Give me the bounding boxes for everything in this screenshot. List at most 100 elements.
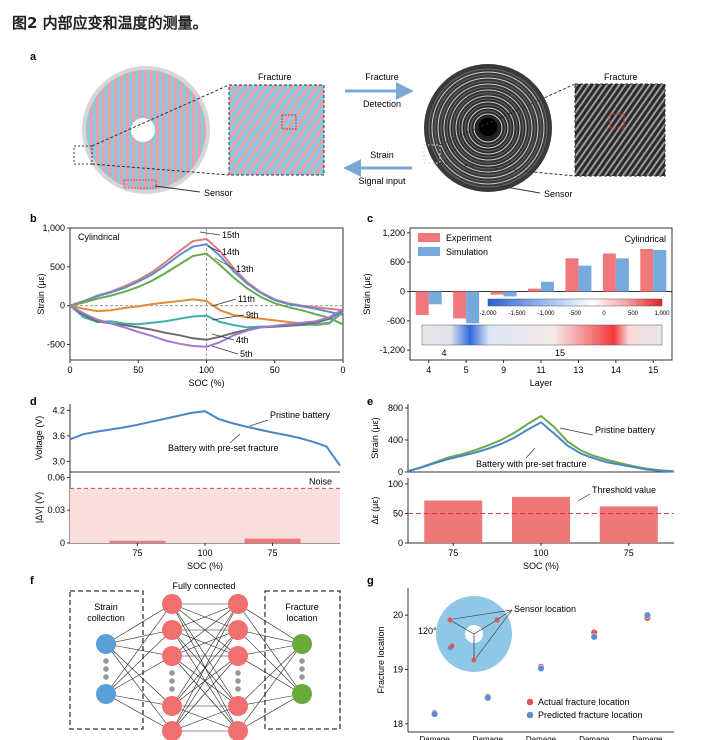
y-tick-label: 0 xyxy=(400,287,405,297)
x-tick-label: Damage xyxy=(473,735,504,740)
connection xyxy=(171,603,239,732)
y-tick-label: -500 xyxy=(47,339,65,349)
x-tick-label: 0 xyxy=(67,365,72,375)
x-tick-label: 100 xyxy=(199,365,214,375)
voltage-line xyxy=(69,410,341,467)
hidden-node-0 xyxy=(162,594,182,614)
x-tick-label: 75 xyxy=(624,548,634,558)
chart-c: -1,200 -600 0 600 1,200 4 5 9 11 13 14 15 Layer Strai… xyxy=(362,227,673,388)
connection xyxy=(237,629,303,695)
connection xyxy=(171,655,239,732)
y-tick-label: 800 xyxy=(388,403,403,413)
legend-marker-0 xyxy=(526,698,534,706)
point-predicted-3 xyxy=(537,664,545,672)
y-tick-label: 0 xyxy=(60,538,65,548)
y-axis-label-bottom: |ΔV| (V) xyxy=(34,492,44,523)
colorbar xyxy=(487,298,663,307)
y-tick-label: 0 xyxy=(398,538,403,548)
legend-leader xyxy=(559,427,594,436)
series-line-14th xyxy=(69,243,344,316)
x-tick-label: 75 xyxy=(132,548,142,558)
y-tick-label: 50 xyxy=(393,508,403,518)
panel-letter-f: f xyxy=(30,575,34,587)
ellipsis-dot xyxy=(103,666,109,672)
legend-leader xyxy=(229,433,241,444)
bar-Simulation-9 xyxy=(503,291,517,297)
series-label: 13th xyxy=(236,264,254,274)
x-tick-label: 4 xyxy=(426,365,431,375)
connection xyxy=(171,603,239,657)
ellipsis-dot xyxy=(169,670,175,676)
fracture-label-right: Fracture xyxy=(604,72,638,82)
series-label: 15th xyxy=(222,230,240,240)
bar-Simulation-4 xyxy=(428,291,442,305)
y-tick-label: 500 xyxy=(50,262,65,272)
y-tick-label: 400 xyxy=(388,435,403,445)
legend-leader xyxy=(249,419,269,427)
bar-Experiment-5 xyxy=(453,291,467,319)
colorbar-tick-label: 500 xyxy=(628,311,639,317)
threshold-label: Threshold value xyxy=(592,485,656,495)
y-tick-label: 0 xyxy=(60,301,65,311)
connection xyxy=(171,705,239,732)
ct-scan-illustration xyxy=(423,64,666,194)
bar-Experiment-9 xyxy=(490,291,504,295)
connection xyxy=(171,629,239,732)
inset-actual-point xyxy=(449,643,455,649)
input-node-1 xyxy=(96,684,116,704)
series-label: 9th xyxy=(246,310,259,320)
y-axis-label: Fracture location xyxy=(376,626,386,693)
bar-Experiment-14 xyxy=(602,253,616,292)
sensor-location-label: Sensor location xyxy=(514,604,576,614)
delta-strain-bar-1 xyxy=(512,496,570,543)
panel-letter-g: g xyxy=(367,575,374,587)
panel-a: Fracture Sensor Fracture Detection Strai… xyxy=(73,64,666,199)
y-tick-label: 20 xyxy=(393,610,403,620)
bar-Simulation-13 xyxy=(578,265,592,292)
panel-letter-a: a xyxy=(30,51,37,63)
noise-label: Noise xyxy=(309,476,332,486)
panel-letter-b: b xyxy=(30,213,37,225)
chart-d: 3.0 3.6 4.2 Pristine battery Battery with pr… xyxy=(34,404,341,571)
hidden-node-9 xyxy=(228,721,248,740)
legend-marker-1 xyxy=(526,711,534,719)
sensor-label-left: Sensor xyxy=(204,188,233,198)
hidden-node-6 xyxy=(228,620,248,640)
panel-letter-d: d xyxy=(30,396,37,408)
x-tick-label: 14 xyxy=(611,365,621,375)
inset-radius xyxy=(473,619,498,635)
panel-letter-e: e xyxy=(367,396,373,408)
bar-Simulation-14 xyxy=(615,258,629,292)
colorbar-tick-label: 0 xyxy=(602,311,606,317)
connection xyxy=(105,603,173,695)
connection xyxy=(237,603,303,695)
colorbar-tick-label: -1,000 xyxy=(537,311,555,317)
fully-connected-label: Fully connected xyxy=(172,581,235,591)
colorbar-tick-label: -2,000 xyxy=(479,311,497,317)
x-tick-label: 0 xyxy=(340,365,345,375)
chart-e: 0 400 800 Pristine battery Battery with pre-… xyxy=(370,403,675,571)
hidden-node-7 xyxy=(228,646,248,666)
series-line-5th xyxy=(69,304,344,348)
connection xyxy=(237,643,303,732)
ellipsis-dot xyxy=(169,678,175,684)
ellipsis-dot xyxy=(299,666,305,672)
bar-Experiment-15 xyxy=(640,249,654,292)
output-node-0 xyxy=(292,634,312,654)
ellipsis-dot xyxy=(235,686,241,692)
sensor-label-right: Sensor xyxy=(544,189,573,199)
arrow-top-line2: Detection xyxy=(363,99,401,109)
series-leader xyxy=(211,298,237,307)
point-predicted-4 xyxy=(590,633,598,641)
series-label: 5th xyxy=(240,349,253,359)
chart-annotation: Cylindrical xyxy=(78,232,120,242)
hidden-node-4 xyxy=(162,721,182,740)
x-tick-label: 13 xyxy=(573,365,583,375)
hidden-node-1 xyxy=(162,620,182,640)
hidden-node-2 xyxy=(162,646,182,666)
y-tick-label: -600 xyxy=(387,316,405,326)
inset-diagram: Sensor location 120° xyxy=(418,596,576,672)
